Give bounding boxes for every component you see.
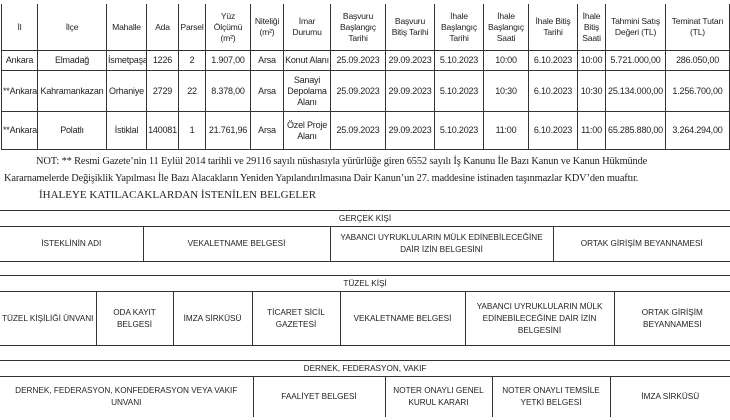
table-cell: 11:00 [483, 111, 529, 150]
table-cell: Ankara [1, 50, 38, 71]
table-cell: 5.10.2023 [434, 111, 484, 150]
note-line-2: Kararnamelerde Değişiklik Yapılması İle … [4, 173, 639, 184]
tuzel-kisi-table: TÜZEL KİŞİ TÜZEL KİŞİLİĞİ ÜNVANI ODA KAYI… [0, 275, 730, 346]
table-cell: 2 [178, 50, 206, 71]
table-cell: **Ankara [1, 70, 38, 112]
column-header: İl [1, 4, 38, 51]
document-row: İSTEKLİNİN ADI VEKALETNAME BELGESİ YABANCI… [0, 226, 730, 262]
document-item: VEKALETNAME BELGESİ [143, 226, 331, 262]
table-cell: 6.10.2023 [528, 50, 578, 71]
table-row: Ankara Elmadağ İsmetpaşa 1226 2 1.907,00 Arsa K… [1, 50, 730, 71]
table-cell: 21.761,96 [205, 111, 251, 150]
document-item: TİCARET SİCİL GAZETESİ [252, 291, 341, 346]
table-cell: Konut Alanı [283, 50, 331, 71]
document-item: NOTER ONAYLI TEMSİLE YETKİ BELGESİ [492, 376, 611, 417]
section-title: TÜZEL KİŞİ [0, 275, 730, 292]
table-cell: 29.09.2023 [385, 50, 435, 71]
table-cell: Orhaniye [106, 70, 147, 112]
column-header: Başvuru Başlangıç Tarihi [330, 4, 386, 51]
document-item: İSTEKLİNİN ADI [0, 226, 144, 262]
document-item: ORTAK GİRİŞİM BEYANNAMESİ [553, 226, 730, 262]
table-cell: 10:00 [483, 50, 529, 71]
column-header: Parsel [178, 4, 206, 51]
document-item: İMZA SİRKÜSÜ [173, 291, 253, 346]
document-row: TÜZEL KİŞİLİĞİ ÜNVANI ODA KAYIT BELGESİ İM… [0, 291, 730, 346]
document-row: DERNEK, FEDERASYON, KONFEDERASYON VEYA V… [0, 376, 730, 417]
table-cell: 22 [178, 70, 206, 112]
column-header: Mahalle [106, 4, 147, 51]
documents-heading: İHALEYE KATILACAKLARDAN İSTENİLEN BELGEL… [39, 189, 317, 201]
document-item: DERNEK, FEDERASYON, KONFEDERASYON VEYA V… [0, 376, 254, 417]
table-cell: 25.134.000,00 [605, 70, 666, 112]
table-row: **Ankara Polatlı İstiklal 140081 1 21.761,96 A… [1, 111, 730, 150]
column-header: İmar Durumu [283, 4, 331, 51]
table-cell: 140081 [146, 111, 179, 150]
column-header: İhale Başlangıç Tarihi [434, 4, 484, 51]
column-header: Ada [146, 4, 179, 51]
document-item: NOTER ONAYLI GENEL KURUL KARARI [385, 376, 493, 417]
table-cell: 1226 [146, 50, 179, 71]
document-item: YABANCI UYRUKLULARIN MÜLK EDİNEBİLECEĞİN… [465, 291, 615, 346]
table-row: **Ankara Kahramankazan Orhaniye 2729 22 8.378… [1, 70, 730, 112]
section-title: GERÇEK KİŞİ [0, 210, 730, 227]
property-table: İl İlçe Mahalle Ada Parsel Yüz Ölçümü (m²) Nit… [1, 4, 730, 150]
table-cell: 10:30 [483, 70, 529, 112]
column-header: İhale Başlangıç Saati [483, 4, 529, 51]
note-text: NOT: ** Resmi Gazete’nin 11 Eylül 2014 t… [0, 153, 730, 187]
document-item: İMZA SİRKÜSÜ [610, 376, 730, 417]
table-cell: Polatlı [37, 111, 107, 150]
table-cell: **Ankara [1, 111, 38, 150]
table-cell: 3.264.294,00 [665, 111, 730, 150]
table-cell: 25.09.2023 [330, 111, 386, 150]
document-item: VEKALETNAME BELGESİ [340, 291, 466, 346]
note-line-1: NOT: ** Resmi Gazete’nin 11 Eylül 2014 t… [36, 156, 648, 167]
section-title: DERNEK, FEDERASYON, VAKIF [0, 360, 730, 377]
document-item: YABANCI UYRUKLULARIN MÜLK EDİNEBİLECEĞİN… [330, 226, 554, 262]
column-header: Yüz Ölçümü (m²) [205, 4, 251, 51]
table-cell: 10:30 [577, 70, 606, 112]
table-cell: 6.10.2023 [528, 70, 578, 112]
dernek-table: DERNEK, FEDERASYON, VAKIF DERNEK, FEDERA… [0, 360, 730, 417]
column-header: İhale Bitiş Tarihi [528, 4, 578, 51]
table-cell: Özel Proje Alanı [283, 111, 331, 150]
document-item: FAALİYET BELGESİ [253, 376, 386, 417]
table-cell: 286.050,00 [665, 50, 730, 71]
table-cell: 11:00 [577, 111, 606, 150]
table-cell: 25.09.2023 [330, 50, 386, 71]
document-item: ORTAK GİRİŞİM BEYANNAMESİ [614, 291, 730, 346]
table-cell: 2729 [146, 70, 179, 112]
table-cell: 29.09.2023 [385, 70, 435, 112]
table-cell: Arsa [250, 70, 284, 112]
table-cell: İstiklal [106, 111, 147, 150]
table-cell: Sanayi Depolama Alanı [283, 70, 331, 112]
table-cell: Arsa [250, 111, 284, 150]
column-header: İlçe [37, 4, 107, 51]
document-item: ODA KAYIT BELGESİ [96, 291, 174, 346]
table-cell: 10:00 [577, 50, 606, 71]
table-cell: 1.907,00 [205, 50, 251, 71]
table-cell: 8.378,00 [205, 70, 251, 112]
table-header-row: İl İlçe Mahalle Ada Parsel Yüz Ölçümü (m²) Nit… [1, 4, 730, 51]
table-cell: 1.256.700,00 [665, 70, 730, 112]
table-cell: 5.721.000,00 [605, 50, 666, 71]
table-cell: 29.09.2023 [385, 111, 435, 150]
document-item: TÜZEL KİŞİLİĞİ ÜNVANI [0, 291, 97, 346]
column-header: Başvuru Bitiş Tarihi [385, 4, 435, 51]
gercek-kisi-table: GERÇEK KİŞİ İSTEKLİNİN ADI VEKALETNAME BE… [0, 210, 730, 262]
table-cell: 65.285.880,00 [605, 111, 666, 150]
table-cell: 1 [178, 111, 206, 150]
table-cell: 25.09.2023 [330, 70, 386, 112]
table-cell: 6.10.2023 [528, 111, 578, 150]
table-cell: Arsa [250, 50, 284, 71]
column-header: İhale Bitiş Saati [577, 4, 606, 51]
table-cell: Elmadağ [37, 50, 107, 71]
column-header: Niteliği (m²) [250, 4, 284, 51]
column-header: Tahmini Satış Değeri (TL) [605, 4, 666, 51]
table-cell: Kahramankazan [37, 70, 107, 112]
table-cell: İsmetpaşa [106, 50, 147, 71]
table-cell: 5.10.2023 [434, 70, 484, 112]
table-cell: 5.10.2023 [434, 50, 484, 71]
column-header: Teminat Tutarı (TL) [665, 4, 730, 51]
